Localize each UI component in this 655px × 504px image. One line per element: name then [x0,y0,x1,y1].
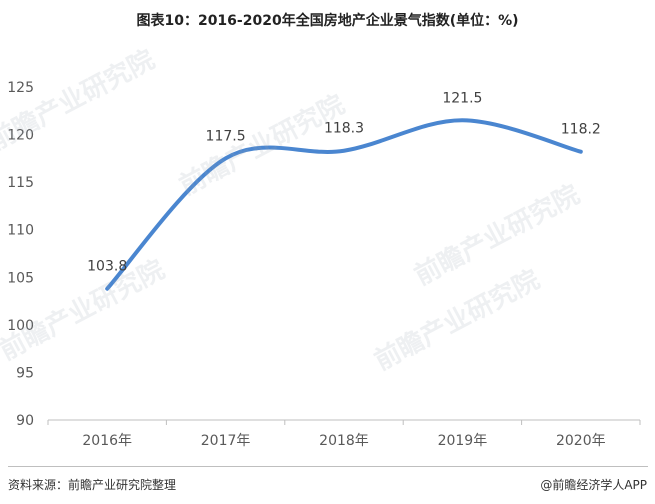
series-line [105,118,583,291]
x-tick-label: 2019年 [438,433,488,449]
data-label: 121.5 [442,90,482,106]
chart-title: 图表10：2016-2020年全国房地产企业景气指数(单位：%) [136,13,519,29]
x-tick-label: 2017年 [201,433,251,449]
x-tick-label: 2020年 [556,433,606,449]
y-tick-label: 105 [7,270,34,286]
y-tick-label: 95 [16,365,34,381]
y-tick-label: 110 [7,223,34,239]
data-labels: 103.8 117.5 118.3 121.5 118.2 [87,90,601,274]
data-label: 118.2 [561,122,601,138]
x-tick-label: 2016年 [82,433,132,449]
y-tick-label: 115 [7,175,34,191]
source-note: 资料来源：前瞻产业研究院整理 [8,478,177,492]
y-tick-label: 125 [7,80,34,96]
footer-divider [8,466,648,467]
data-label: 117.5 [206,128,246,144]
y-tick-label: 120 [7,128,34,144]
y-axis-ticks: 90 95 100 105 110 115 120 125 [7,80,34,429]
y-tick-label: 100 [7,318,34,334]
y-tick-label: 90 [16,413,34,429]
data-label: 118.3 [324,121,364,137]
x-axis-ticks: 2016年 2017年 2018年 2019年 2020年 [47,420,641,449]
data-label: 103.8 [87,259,127,275]
x-tick-label: 2018年 [319,433,369,449]
credit-note: @前瞻经济学人APP [540,478,647,492]
